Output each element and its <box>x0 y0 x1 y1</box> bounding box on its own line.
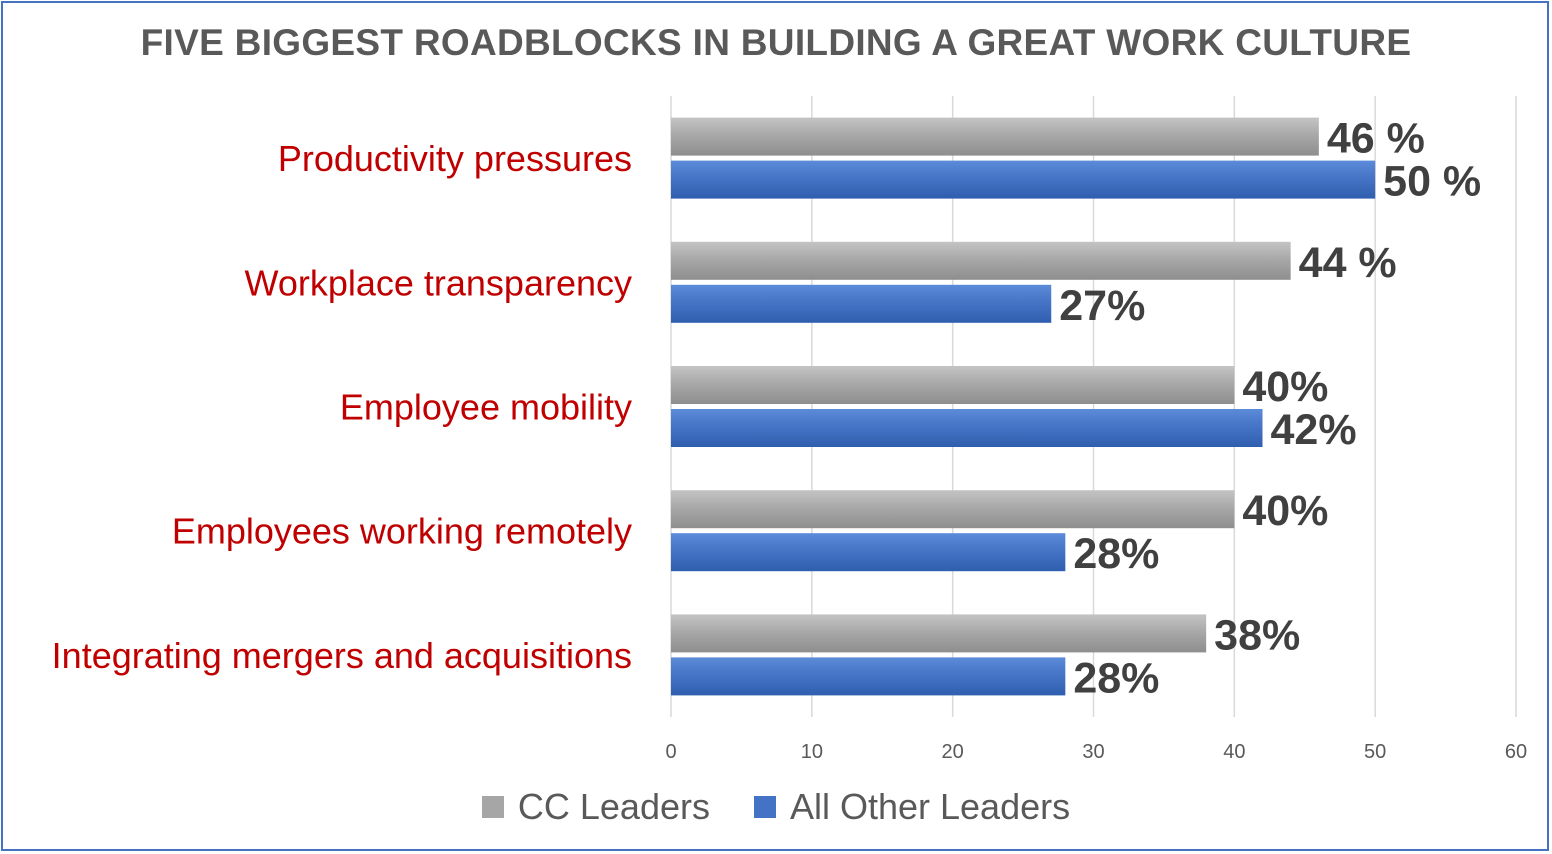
x-tick-label-50: 50 <box>1364 741 1386 763</box>
bar-all-other-leaders <box>671 533 1066 572</box>
bar-cc-leaders <box>671 117 1319 156</box>
bar-all-other-leaders <box>671 657 1066 696</box>
bar-cc-leaders <box>671 614 1207 653</box>
bar-all-other-leaders <box>671 409 1263 447</box>
data-label: 44 % <box>1299 239 1397 287</box>
category-label: Employee mobility <box>340 387 632 428</box>
x-tick-label-60: 60 <box>1505 741 1527 763</box>
bar-cc-leaders <box>671 366 1235 404</box>
data-label: 42% <box>1271 406 1357 454</box>
bar-cc-leaders <box>671 241 1291 280</box>
legend-swatch-all-other-leaders <box>753 796 776 818</box>
data-label: 38% <box>1214 611 1300 659</box>
x-tick-label-30: 30 <box>1082 741 1104 763</box>
data-label: 27% <box>1059 282 1145 330</box>
data-label: 50 % <box>1383 158 1481 206</box>
legend-item-all-other-leaders: All Other Leaders <box>753 786 1071 828</box>
category-label: Productivity pressures <box>278 138 632 179</box>
bar-all-other-leaders <box>671 284 1052 323</box>
data-label: 28% <box>1073 530 1159 578</box>
x-tick-label-0: 0 <box>665 741 676 763</box>
category-label: Integrating mergers and acquisitions <box>52 635 632 676</box>
category-label: Workplace transparency <box>244 262 632 303</box>
legend-label-all-other-leaders: All Other Leaders <box>789 786 1071 827</box>
data-label: 46 % <box>1327 115 1425 163</box>
legend-label-cc-leaders: CC Leaders <box>517 786 710 827</box>
data-label: 28% <box>1073 654 1159 702</box>
data-label: 40% <box>1242 363 1328 411</box>
chart-title: FIVE BIGGEST ROADBLOCKS IN BUILDING A GR… <box>140 22 1412 63</box>
legend-swatch-cc-leaders <box>481 796 504 818</box>
category-label: Employees working remotely <box>172 511 632 552</box>
x-tick-label-40: 40 <box>1223 741 1245 763</box>
x-tick-label-10: 10 <box>801 741 823 763</box>
bar-cc-leaders <box>671 490 1235 529</box>
legend-item-cc-leaders: CC Leaders <box>481 786 710 828</box>
bar-all-other-leaders <box>671 160 1376 199</box>
x-tick-label-20: 20 <box>942 741 964 763</box>
chart-legend: CC Leaders All Other Leaders <box>0 786 1552 828</box>
data-label: 40% <box>1242 487 1328 535</box>
